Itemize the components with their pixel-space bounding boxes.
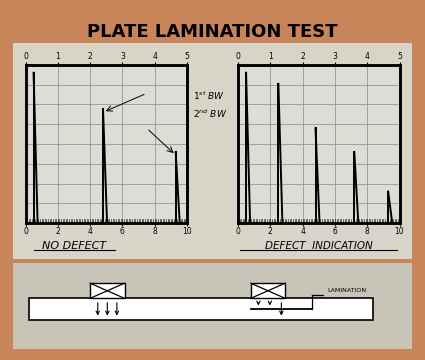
- Bar: [29, 298, 373, 320]
- Bar: [90, 283, 125, 298]
- Text: $2^{nd}$ BW: $2^{nd}$ BW: [193, 107, 228, 120]
- Text: LAMINATION: LAMINATION: [327, 288, 366, 293]
- Text: $1^{st}$ BW: $1^{st}$ BW: [193, 89, 225, 102]
- Text: NO DEFECT: NO DEFECT: [42, 241, 106, 251]
- Text: DEFECT  INDICATION: DEFECT INDICATION: [265, 241, 373, 251]
- Text: PLATE LAMINATION TEST: PLATE LAMINATION TEST: [87, 23, 338, 41]
- Bar: [251, 283, 285, 298]
